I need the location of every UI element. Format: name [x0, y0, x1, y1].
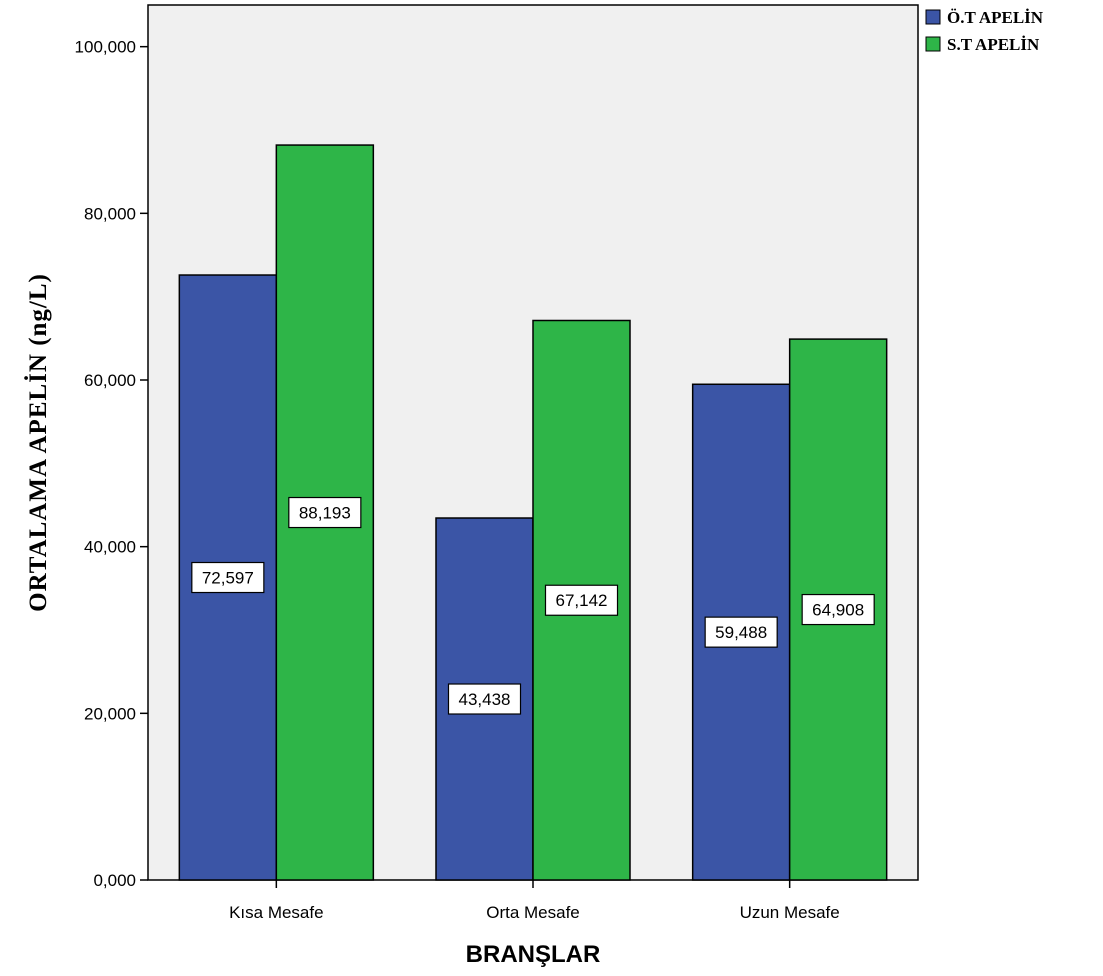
- data-label-box: [288, 496, 362, 529]
- x-axis-title: BRANŞLAR: [466, 941, 601, 968]
- data-label-box: [704, 616, 778, 648]
- data-label-box: [544, 584, 619, 616]
- data-label-box: [801, 593, 875, 626]
- data-label: 59,488: [704, 616, 778, 648]
- x-tick-label: Uzun Mesafe: [740, 903, 840, 922]
- y-tick-label: 60,000: [84, 371, 136, 390]
- y-axis: 0,000 20,000 40,000 60,000 80,000 100,000: [75, 38, 148, 890]
- data-label: 43,438: [447, 683, 522, 715]
- data-label-text: 88,193: [299, 504, 351, 523]
- data-label: 67,142: [544, 584, 619, 616]
- y-tick-label: 20,000: [84, 704, 136, 723]
- y-tick-label: 80,000: [84, 204, 136, 223]
- data-label-box: [447, 683, 522, 715]
- y-tick-label: 40,000: [84, 538, 136, 557]
- legend-item: Ö.T APELİN: [925, 8, 1044, 27]
- data-label: 64,908: [801, 593, 875, 626]
- legend-swatch: [925, 9, 941, 25]
- y-tick-label: 0,000: [93, 871, 136, 890]
- data-label-text: 64,908: [812, 601, 864, 620]
- x-axis: Kısa Mesafe Orta Mesafe Uzun Mesafe: [229, 880, 840, 922]
- data-label-text: 72,597: [202, 569, 254, 588]
- data-label-text: 59,488: [715, 623, 767, 642]
- data-label-box: [191, 561, 265, 594]
- legend-label: Ö.T APELİN: [947, 8, 1044, 27]
- data-labels: 72,597 88,193 43,438 67,142 59,488 64,908: [191, 496, 875, 715]
- x-tick-label: Orta Mesafe: [486, 903, 580, 922]
- y-axis-title: ORTALAMA APELİN (ng/L): [24, 273, 52, 612]
- data-label-text: 67,142: [556, 591, 608, 610]
- data-label: 72,597: [191, 561, 265, 594]
- legend-item: S.T APELİN: [925, 35, 1040, 54]
- data-label: 88,193: [288, 496, 362, 529]
- y-tick-label: 100,000: [75, 38, 136, 57]
- data-label-text: 43,438: [459, 690, 511, 709]
- legend-label: S.T APELİN: [947, 35, 1040, 54]
- legend-swatch: [925, 36, 941, 52]
- x-tick-label: Kısa Mesafe: [229, 903, 324, 922]
- legend: Ö.T APELİN S.T APELİN: [925, 8, 1044, 54]
